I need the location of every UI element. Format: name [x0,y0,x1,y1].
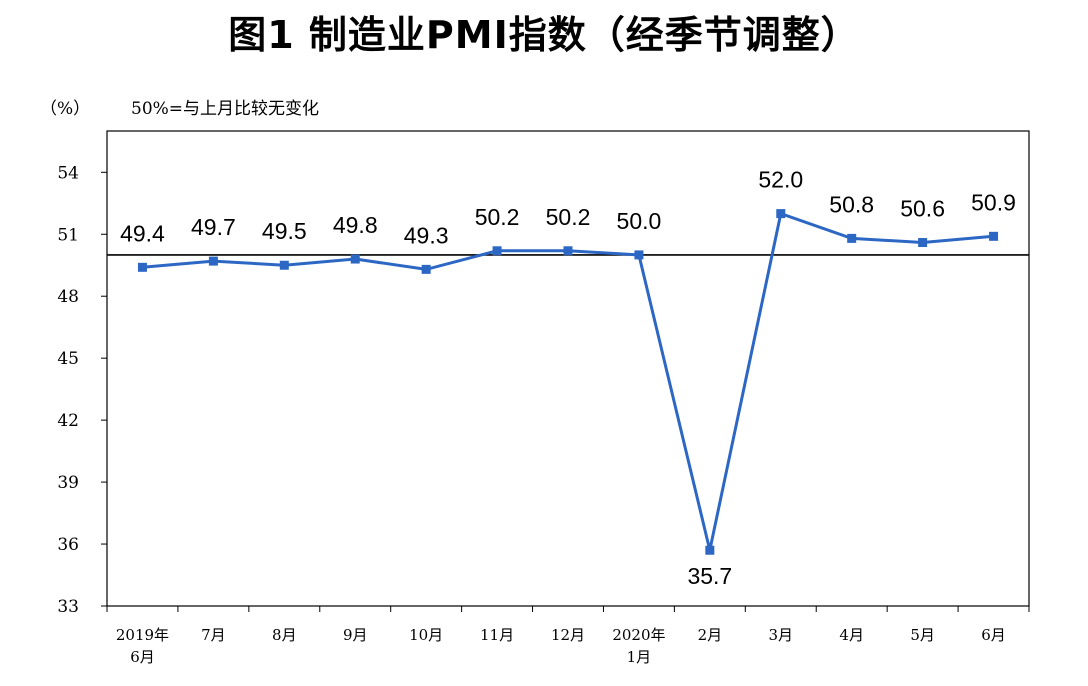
data-point [918,238,928,248]
data-label: 49.3 [404,222,449,248]
x-tick-label: 5月 [910,626,935,644]
data-point [350,254,360,264]
plot-area [106,130,1030,607]
x-tick-label: 10月 [409,626,443,644]
x-axis-ticks: 2019年 6月 7月 8月 9月 10月 11月 12月 2020年 1月 2月 3月 4月 5月 6月 [106,606,1030,666]
data-point [279,260,289,270]
series-markers [137,209,999,555]
x-tick-label: 11月 [480,626,514,644]
data-point [421,264,431,274]
x-tick-label: 8月 [272,626,297,644]
reference-note: 50%=与上月比较无变化 [131,99,320,119]
x-tick-label: 7月 [201,626,226,644]
y-tick-label: 45 [57,349,79,369]
y-tick-label: 33 [57,597,79,617]
x-tick-label: 4月 [839,626,864,644]
x-tick-label: 3月 [768,626,793,644]
data-point [989,231,999,241]
data-point [208,256,218,266]
y-axis-ticks: 33 36 39 42 45 48 51 54 [57,163,107,617]
data-point [847,233,857,243]
data-label: 50.0 [617,208,662,234]
data-point [776,209,786,219]
data-point [563,246,573,256]
y-tick-label: 42 [57,411,79,431]
y-tick-label: 48 [57,287,79,307]
data-point [492,246,502,256]
x-tick-label: 2019年 6月 [116,626,169,666]
data-point [705,545,715,555]
y-tick-label: 54 [57,163,79,183]
data-label: 35.7 [687,563,732,589]
data-point [634,250,644,260]
y-tick-label: 39 [57,473,79,493]
x-tick-label: 6月 [981,626,1006,644]
data-label: 49.7 [191,214,236,240]
data-label: 50.2 [475,204,520,230]
data-label: 50.6 [900,196,945,222]
data-label: 50.2 [546,204,591,230]
y-tick-label: 51 [57,225,79,245]
chart-title: 图1 制造业PMI指数（经季节调整） [228,13,860,57]
data-label: 49.5 [262,218,307,244]
x-tick-label: 2020年 1月 [612,626,665,666]
y-axis-unit: （%） [40,99,91,119]
data-labels: 49.4 49.7 49.5 49.8 49.3 50.2 50.2 50.0 35.7 52.0… [120,167,1016,590]
data-point [137,262,147,272]
y-tick-label: 36 [57,535,79,555]
data-label: 50.9 [971,189,1016,215]
x-tick-label: 2月 [698,626,723,644]
data-label: 50.8 [829,191,874,217]
x-tick-label: 9月 [343,626,368,644]
data-label: 49.4 [120,220,165,246]
x-tick-label: 12月 [551,626,585,644]
data-label: 49.8 [333,212,378,238]
data-label: 52.0 [758,167,803,193]
